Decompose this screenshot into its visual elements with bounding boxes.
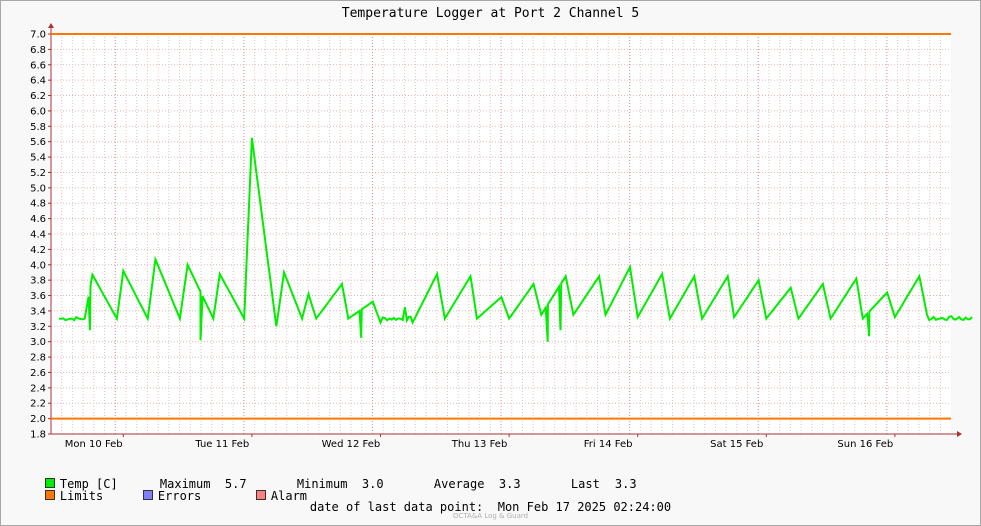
legend-row-temp: Temp [C] Maximum 5.7 Minimum 3.0 Average 3.3 La…: [16, 463, 637, 505]
y-tick-label: 5.2: [30, 168, 46, 179]
x-tick-label: Tue 11 Feb: [194, 439, 249, 450]
watermark-text: OCTA&A Log & Guard: [452, 512, 529, 520]
y-tick-label: 4.8: [30, 199, 46, 210]
limits-swatch: [44, 490, 55, 500]
y-tick-label: 5.4: [30, 153, 46, 164]
y-tick-label: 2.6: [30, 368, 46, 379]
legend-errors-label: Errors: [157, 489, 202, 503]
y-tick-label: 2.0: [30, 414, 46, 425]
last-value: 3.3: [614, 477, 637, 491]
y-tick-label: 5.0: [30, 183, 46, 194]
y-tick-label: 4.6: [30, 214, 46, 225]
maximum-label: Maximum: [159, 477, 211, 491]
y-tick-label: 5.6: [30, 137, 46, 148]
maximum-value: 5.7: [224, 477, 247, 491]
y-tick-label: 3.8: [30, 276, 46, 287]
average-label: Average: [433, 477, 485, 491]
errors-swatch: [142, 490, 153, 500]
last-data-point-label: date of last data point:: [309, 500, 484, 514]
x-tick-label: Sat 15 Feb: [710, 439, 763, 450]
minimum-value: 3.0: [361, 477, 384, 491]
y-tick-label: 3.0: [30, 337, 46, 348]
y-tick-label: 6.4: [30, 76, 46, 87]
y-tick-label: 6.6: [30, 60, 46, 71]
chart-title: Temperature Logger at Port 2 Channel 5: [341, 6, 640, 21]
y-tick-label: 4.2: [30, 245, 46, 256]
y-tick-label: 7.0: [30, 30, 46, 41]
y-tick-label: 6.2: [30, 91, 46, 102]
legend-temp-label: Temp [C]: [59, 477, 118, 491]
x-axis-arrow: [957, 431, 962, 437]
x-tick-label: Sun 16 Feb: [837, 439, 893, 450]
y-tick-label: 2.2: [30, 399, 46, 410]
x-tick-label: Wed 12 Feb: [322, 439, 381, 450]
temp-swatch: [44, 478, 55, 488]
y-tick-label: 4.0: [30, 260, 46, 271]
y-tick-label: 2.4: [30, 383, 46, 394]
x-tick-label: Mon 10 Feb: [65, 439, 123, 450]
last-data-point-value: Mon Feb 17 2025 02:24:00: [497, 500, 672, 514]
y-tick-label: 3.2: [30, 322, 46, 333]
legend-limits-label: Limits: [59, 489, 104, 503]
alarm-swatch: [255, 490, 266, 500]
y-tick-label: 4.4: [30, 230, 46, 241]
last-label: Last: [570, 477, 600, 491]
temp-series-line: [58, 137, 973, 342]
y-tick-label: 5.8: [30, 122, 46, 133]
average-value: 3.3: [498, 477, 521, 491]
y-tick-label: 3.4: [30, 306, 46, 317]
x-tick-label: Fri 14 Feb: [584, 439, 633, 450]
y-tick-label: 3.6: [30, 291, 46, 302]
legend-alarm-label: Alarm: [270, 489, 308, 503]
x-tick-label: Thu 13 Feb: [451, 439, 508, 450]
y-tick-label: 6.8: [30, 45, 46, 56]
y-axis-arrow: [48, 23, 54, 28]
minimum-label: Minimum: [296, 477, 348, 491]
last-data-point: date of last data point: Mon Feb 17 2025…: [1, 500, 980, 514]
y-tick-label: 6.0: [30, 106, 46, 117]
legend-row-status: Limits Errors Alarm: [16, 475, 307, 517]
y-tick-label: 2.8: [30, 353, 46, 364]
y-tick-label: 1.8: [30, 430, 46, 441]
